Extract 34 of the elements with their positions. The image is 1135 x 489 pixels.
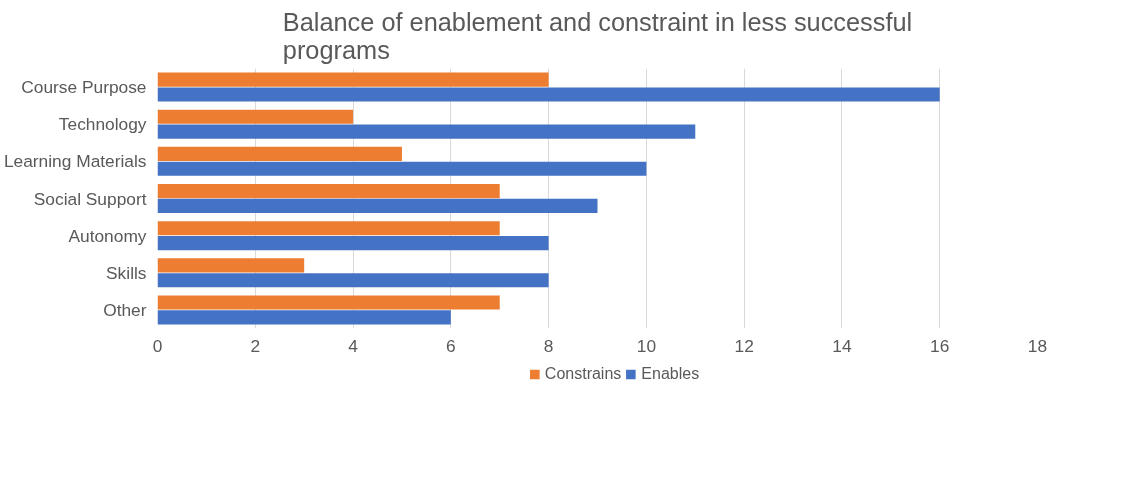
chart-title: Balance of enablement and constraint in less successful programs [282, 7, 913, 64]
legend-label: Constrains [544, 365, 622, 383]
bar [157, 124, 696, 139]
x-tick-label: 2 [250, 335, 261, 356]
bar [157, 258, 305, 273]
x-tick-label: 12 [734, 335, 754, 356]
bar [157, 273, 549, 288]
bar [157, 161, 647, 176]
bar [157, 221, 500, 236]
y-tick-label: Social Support [33, 188, 147, 209]
x-tick-label: 4 [348, 335, 359, 356]
x-tick-label: 10 [636, 335, 657, 356]
x-tick-label: 16 [930, 335, 950, 356]
bar [157, 72, 549, 87]
x-tick-label: 6 [446, 335, 456, 356]
bar [157, 236, 549, 251]
bar [157, 295, 500, 310]
y-tick-label: Autonomy [68, 225, 147, 246]
bar [157, 310, 451, 325]
y-tick-label: Skills [106, 262, 147, 283]
x-tick-label: 14 [832, 335, 852, 356]
x-tick-label: 18 [1027, 335, 1048, 356]
bar [157, 109, 354, 124]
bar [157, 198, 598, 213]
y-tick-label: Technology [58, 114, 147, 135]
y-tick-label: Learning Materials [3, 151, 147, 172]
y-tick-label: Course Purpose [21, 77, 147, 98]
bar [157, 184, 500, 199]
x-tick-label: 0 [152, 335, 163, 356]
y-tick-label: Other [103, 299, 147, 320]
bar [157, 146, 402, 161]
legend-label: Enables [641, 365, 700, 383]
bar [157, 87, 940, 102]
x-tick-label: 8 [543, 335, 554, 356]
